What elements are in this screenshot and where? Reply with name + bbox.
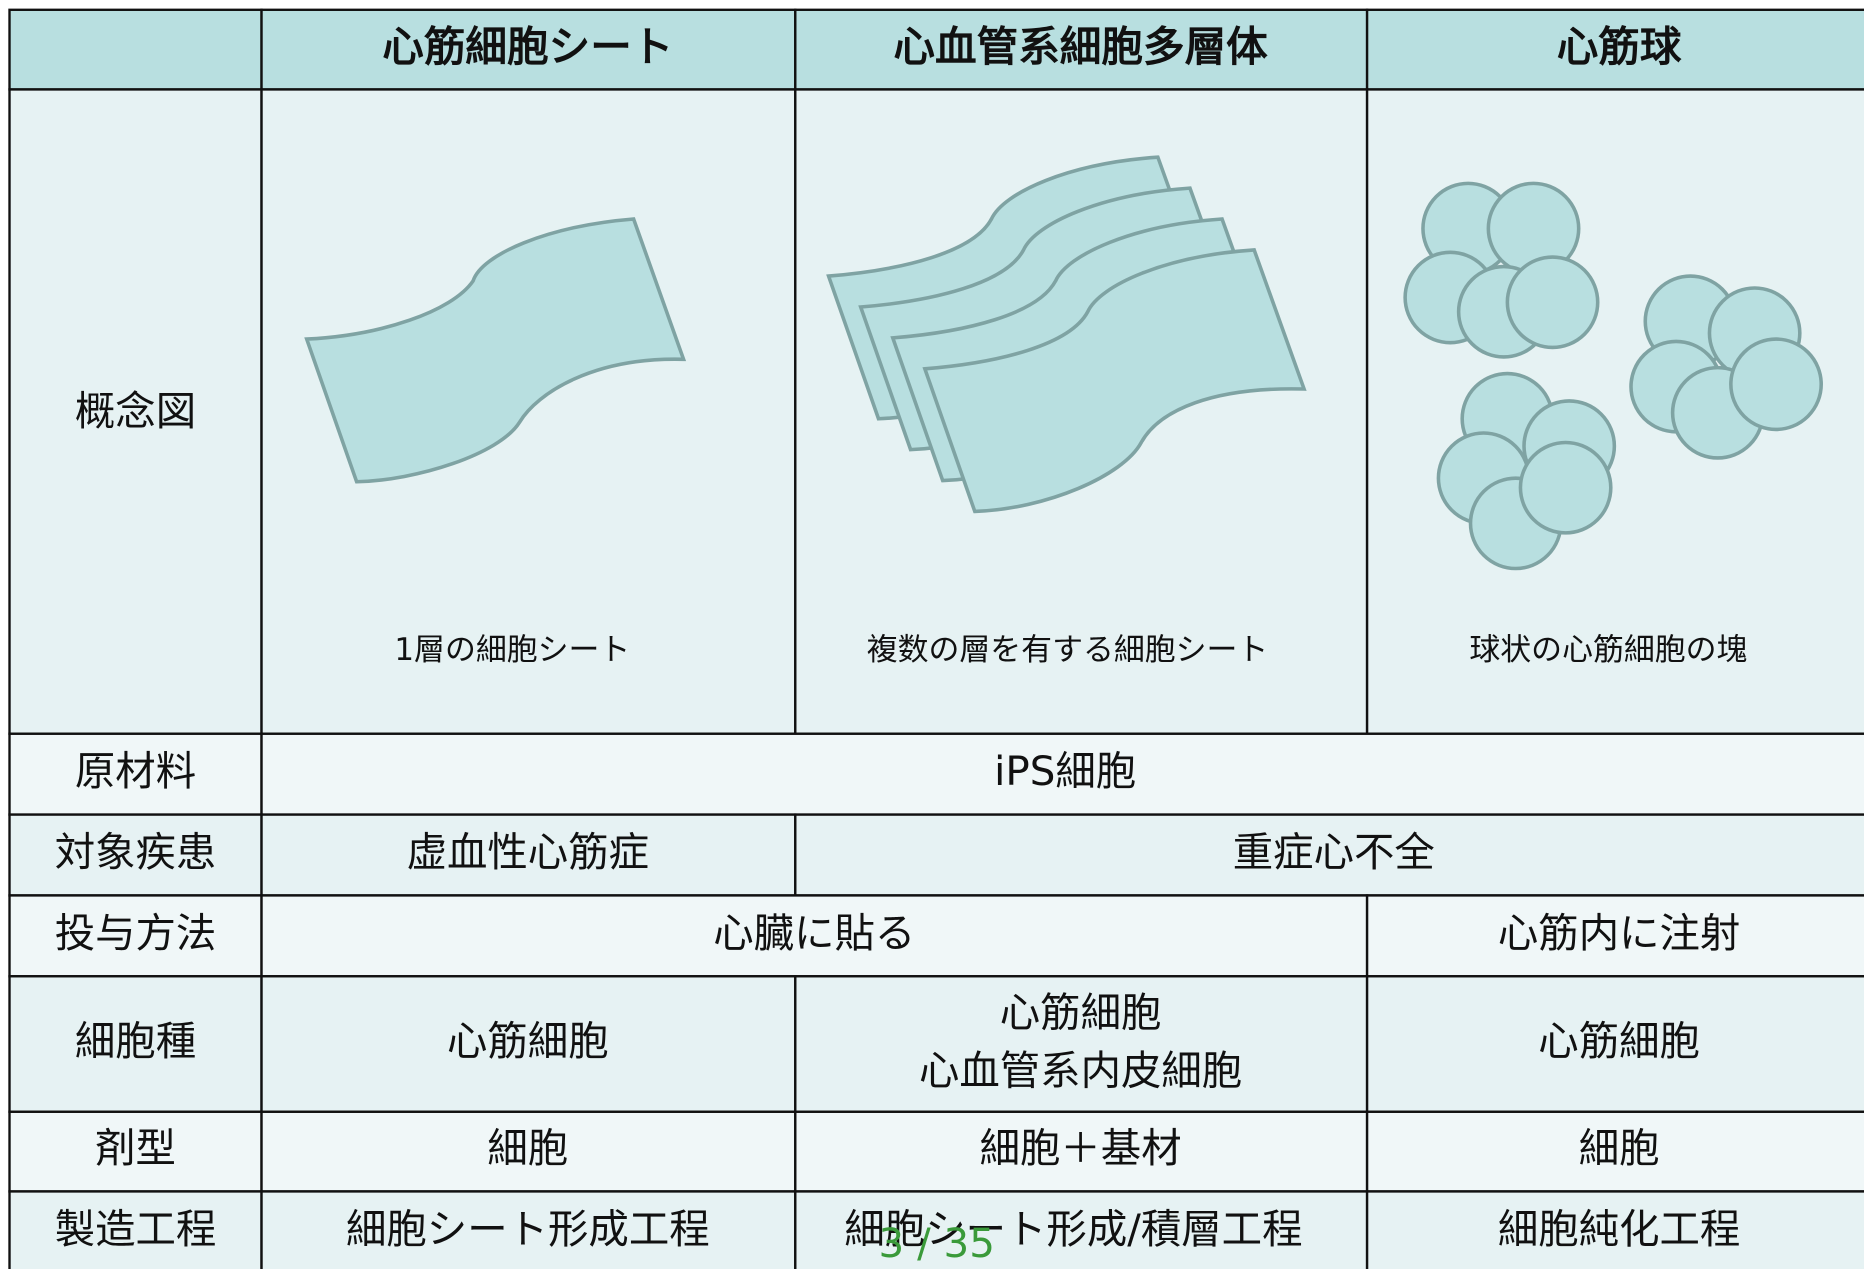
- cell: [1365, 1190, 1864, 1269]
- cell: [794, 8, 1369, 91]
- cell-text: 虚血性心筋症: [407, 828, 649, 876]
- cell: [8, 88, 263, 735]
- row-label: 剤型: [95, 1124, 176, 1172]
- cell: [794, 1110, 1369, 1193]
- multilayer-illustration: [826, 155, 1307, 514]
- cell-text: 細胞シート形成工程: [346, 1205, 710, 1253]
- table-row: 原材料 iPS細胞: [8, 732, 1864, 816]
- cell: [260, 8, 797, 91]
- row-label: 原材料: [75, 747, 196, 795]
- cell-text: 心筋内に注射: [1498, 909, 1740, 957]
- cell-text: 細胞シート形成/積層工程: [844, 1205, 1302, 1253]
- cell: [260, 813, 797, 897]
- cell-text: 細胞＋基材: [980, 1124, 1182, 1172]
- table-row: 細胞種 心筋細胞 心筋細胞 心血管系内皮細胞 心筋細胞: [8, 975, 1864, 1113]
- cell-text: 心臓に貼る: [713, 909, 915, 957]
- cell: [8, 894, 263, 978]
- column-header: 心筋球: [1557, 22, 1682, 71]
- cell-text: 心筋細胞: [447, 1017, 609, 1065]
- sphere-illustration: [1403, 181, 1823, 571]
- cell: [8, 732, 263, 816]
- cell-text: 細胞: [487, 1124, 568, 1172]
- cell: [1365, 975, 1864, 1113]
- cell-text: 重症心不全: [1233, 828, 1435, 876]
- cell-text: iPS細胞: [994, 747, 1136, 795]
- cell: [8, 1110, 263, 1193]
- cell: [8, 8, 263, 91]
- row-label: 製造工程: [55, 1205, 217, 1253]
- cell-text: 心筋細胞: [1538, 1017, 1700, 1065]
- cell-text: 心筋細胞: [1000, 989, 1162, 1037]
- column-header: 心血管系細胞多層体: [893, 22, 1268, 71]
- row-label: 細胞種: [75, 1017, 196, 1065]
- row-label: 概念図: [75, 387, 196, 435]
- cell: [260, 1110, 797, 1193]
- caption: 球状の心筋細胞の塊: [1469, 632, 1747, 668]
- cell-text: 心血管系内皮細胞: [919, 1047, 1242, 1095]
- cell: [8, 813, 263, 897]
- column-header: 心筋細胞シート: [382, 22, 673, 71]
- cell: [1365, 894, 1864, 978]
- row-label: 投与方法: [55, 909, 217, 957]
- table-row: 対象疾患 虚血性心筋症 重症心不全: [8, 813, 1864, 897]
- header-row: 心筋細胞シート 心血管系細胞多層体 心筋球: [8, 8, 1864, 91]
- cell: [260, 975, 797, 1113]
- concept-row: 概念図 1層の細胞シート 複数の層を有する細胞シート 球状の心筋細胞の塊: [8, 88, 1864, 735]
- cell: [794, 975, 1369, 1113]
- table-row: 投与方法 心臓に貼る 心筋内に注射: [8, 894, 1864, 978]
- caption: 1層の細胞シート: [394, 632, 630, 668]
- page-indicator: 3 / 35: [879, 1219, 995, 1267]
- caption: 複数の層を有する細胞シート: [867, 632, 1269, 668]
- cell: [260, 732, 1864, 816]
- cell: [794, 1190, 1369, 1269]
- cell: [8, 1190, 263, 1269]
- cell: [794, 813, 1864, 897]
- sheet-illustration: [304, 217, 687, 484]
- cell-text: 細胞純化工程: [1498, 1205, 1740, 1253]
- cell-text: 細胞: [1579, 1124, 1660, 1172]
- cell: [1365, 1110, 1864, 1193]
- row-label: 対象疾患: [55, 828, 217, 876]
- table-row: 剤型 細胞 細胞＋基材 細胞: [8, 1110, 1864, 1193]
- table-row: 製造工程 細胞シート形成工程 細胞シート形成/積層工程 細胞純化工程: [8, 1190, 1864, 1269]
